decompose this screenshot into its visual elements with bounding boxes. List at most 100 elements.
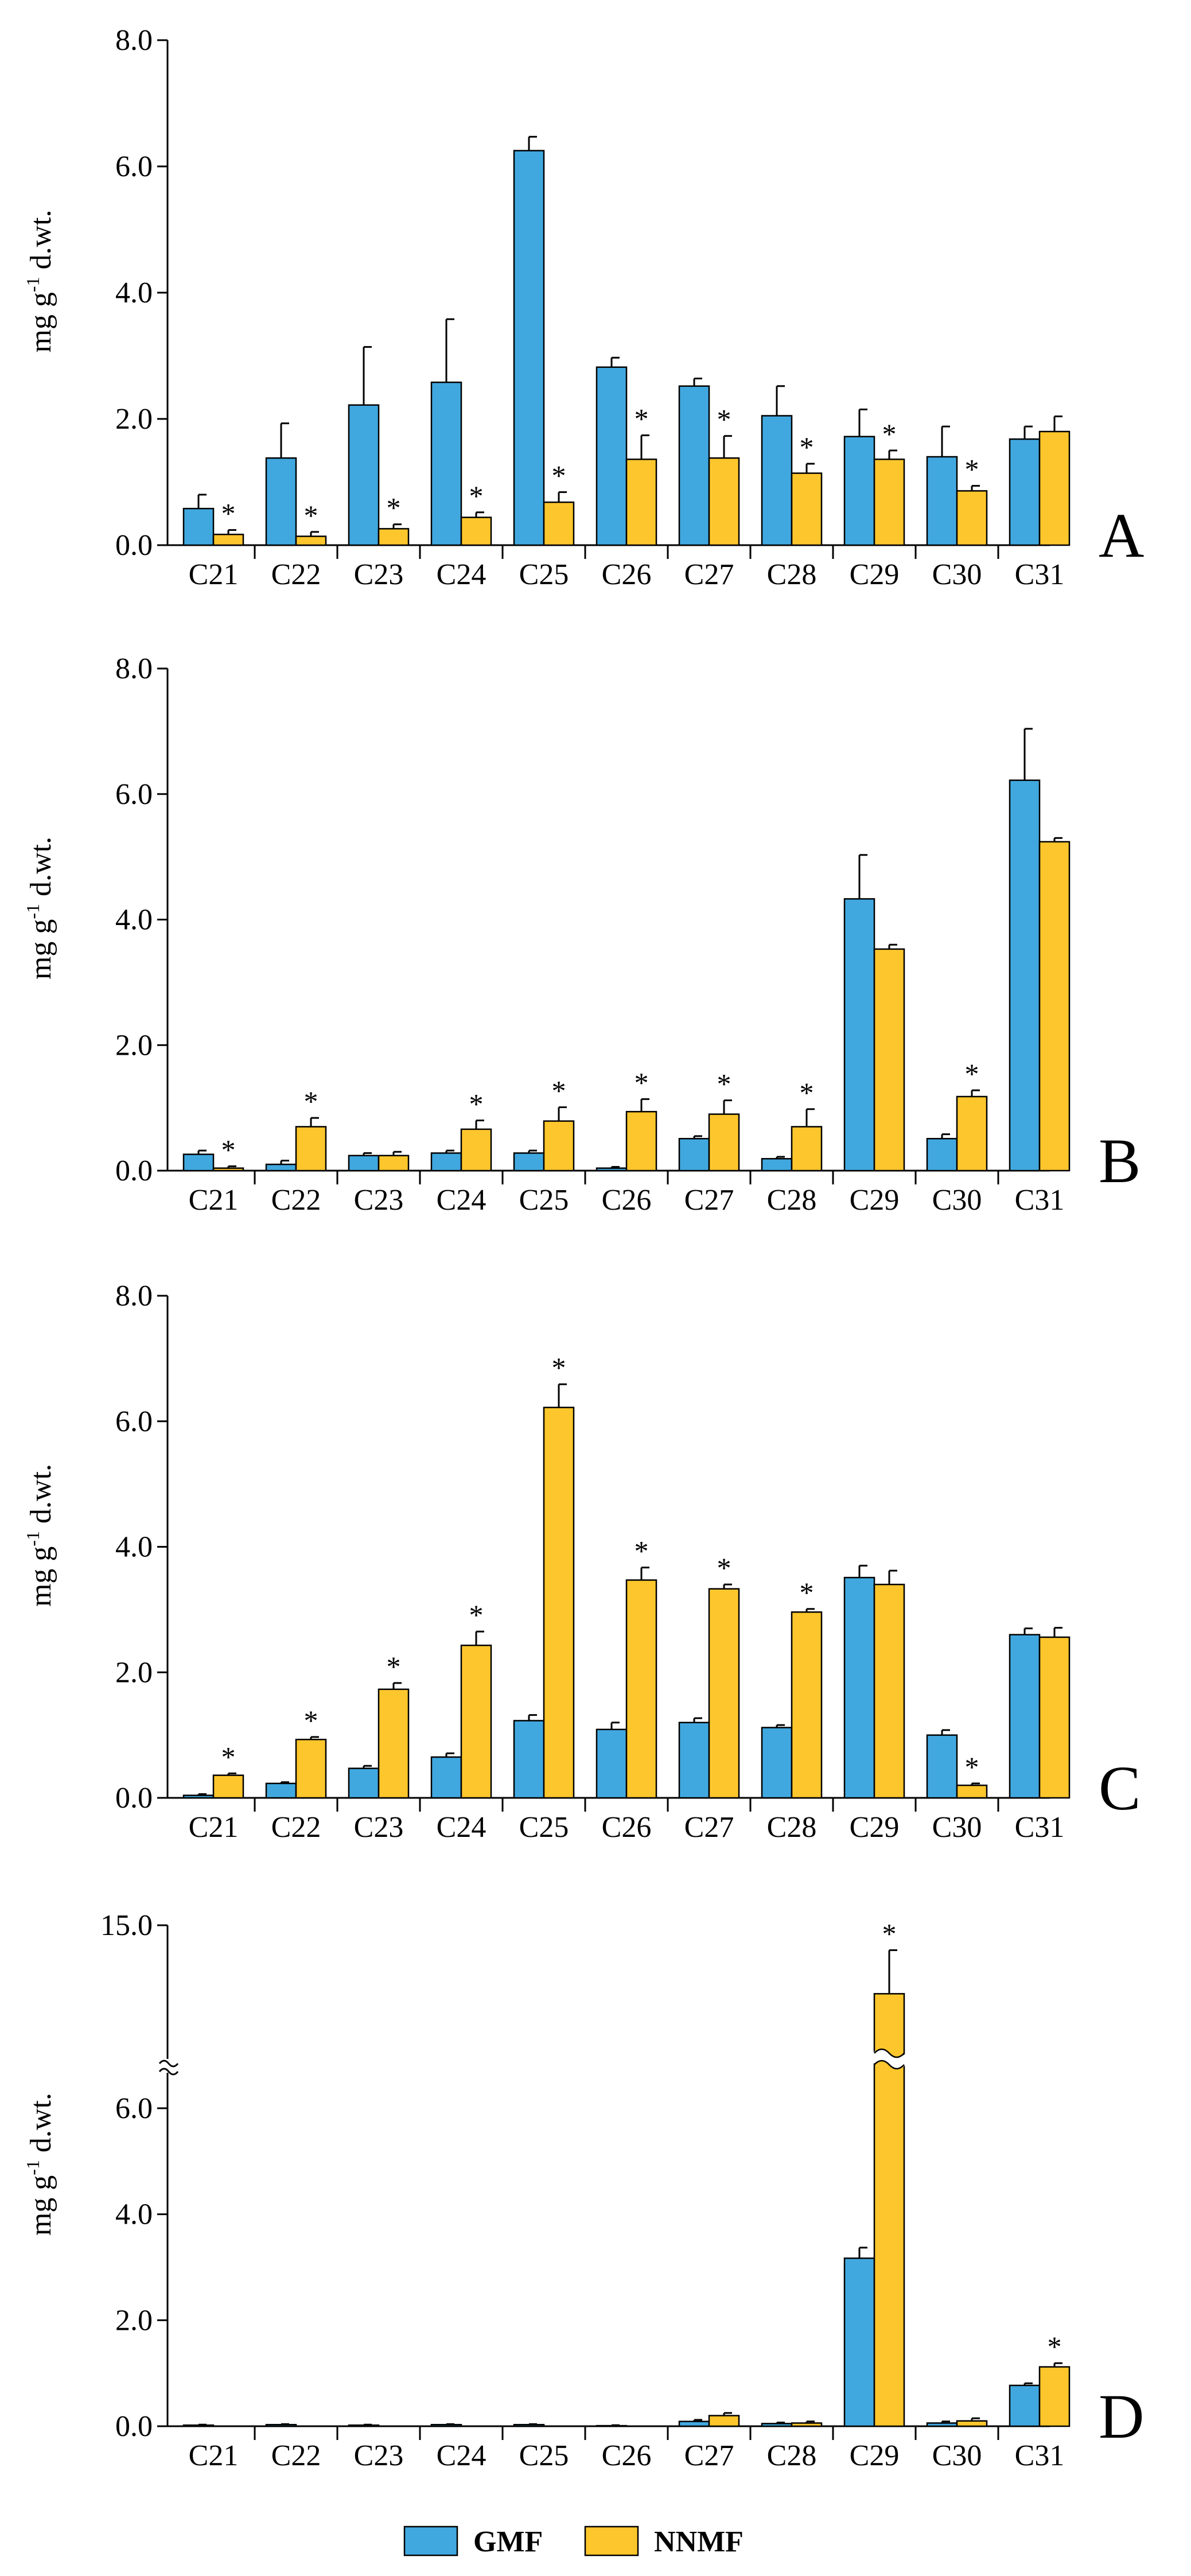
bar-nnmf xyxy=(1038,2366,1071,2427)
y-tick-label: 6.0 xyxy=(115,2092,153,2125)
y-tick-label: 2.0 xyxy=(115,1656,153,1689)
panel-d: 0.0 2.0 4.0 6.0 15.0 mg g-1 d.wt. C21 C22 C23 C24… xyxy=(22,1909,1144,2472)
bar-nnmf xyxy=(708,1113,740,1172)
bar-nnmf xyxy=(212,534,244,546)
bar-nnmf xyxy=(377,528,410,546)
y-axis-title-part: mg g xyxy=(25,292,57,352)
bar-nnmf xyxy=(212,1774,244,1799)
x-tick-label: C27 xyxy=(684,1184,734,1217)
bar-nnmf xyxy=(956,2420,988,2427)
y-axis-title-part: -1 xyxy=(22,904,43,919)
y-tick-label: 8.0 xyxy=(115,1280,153,1312)
y-axis-title-part: d.wt. xyxy=(25,2093,57,2160)
y-tick-label: 15.0 xyxy=(100,1909,153,1942)
significance-marker: * xyxy=(387,1650,401,1683)
significance-marker: * xyxy=(882,418,897,450)
panel-b: 0.0 2.0 4.0 6.0 8.0 mg g-1 d.wt. C21 * C22 * C23 C2… xyxy=(22,652,1141,1217)
bar-gmf xyxy=(761,1157,793,1172)
bar-gmf xyxy=(1009,2384,1041,2427)
bar-gmf xyxy=(843,898,875,1172)
panel-label: C xyxy=(1099,1753,1141,1823)
bar-gmf xyxy=(348,1767,380,1799)
bar-gmf xyxy=(1009,438,1041,546)
bar-gmf xyxy=(430,381,462,546)
y-tick-label: 6.0 xyxy=(115,778,153,811)
bar-gmf xyxy=(430,1756,462,1799)
significance-marker: * xyxy=(387,492,401,524)
x-tick-label: C25 xyxy=(519,1184,569,1217)
bar-nnmf xyxy=(791,1611,823,1799)
x-tick-label: C30 xyxy=(932,1184,982,1217)
bar-gmf xyxy=(678,1722,710,1799)
x-tick-label: C26 xyxy=(602,558,652,591)
y-axis-title: mg g-1 d.wt. xyxy=(22,1464,57,1607)
bar-nnmf xyxy=(708,1588,740,1799)
x-tick-label: C31 xyxy=(1015,2439,1065,2472)
y-axis-title-part: d.wt. xyxy=(25,1464,57,1531)
x-tick-label: C29 xyxy=(850,1811,900,1844)
x-tick-label: C27 xyxy=(684,1811,734,1844)
bar-gmf xyxy=(926,2422,958,2427)
significance-marker: * xyxy=(221,1740,236,1773)
bar-gmf xyxy=(1009,1634,1041,1799)
x-tick-label: C22 xyxy=(271,2439,321,2472)
bar-nnmf xyxy=(873,459,905,546)
bar-nnmf xyxy=(377,1155,410,1172)
significance-marker: * xyxy=(717,1068,731,1100)
x-tick-label: C21 xyxy=(189,1811,239,1844)
y-tick-label: 2.0 xyxy=(115,403,153,436)
bar-nnmf xyxy=(791,2422,823,2427)
x-tick-label: C29 xyxy=(850,1184,900,1217)
significance-marker: * xyxy=(221,1133,236,1165)
legend-swatch-nnmf xyxy=(584,2526,639,2556)
x-tick-label: C25 xyxy=(519,558,569,591)
x-tick-label: C28 xyxy=(767,1184,817,1217)
bar-nnmf xyxy=(460,1644,492,1799)
legend: GMF NNMF xyxy=(403,2526,744,2558)
bar-gmf xyxy=(265,1782,297,1799)
bar-nnmf xyxy=(543,1120,575,1172)
bar-nnmf xyxy=(295,535,327,546)
y-tick-label: 4.0 xyxy=(115,1531,153,1564)
bar-gmf xyxy=(265,457,297,546)
y-tick-label: 4.0 xyxy=(115,2198,153,2231)
x-tick-label: C23 xyxy=(354,2439,404,2472)
bar-gmf xyxy=(430,1152,462,1172)
significance-marker: * xyxy=(635,1535,649,1567)
bar-gmf xyxy=(596,366,628,546)
significance-marker: * xyxy=(882,1917,897,1949)
significance-marker: * xyxy=(304,499,318,531)
significance-marker: * xyxy=(717,403,731,436)
bar-gmf xyxy=(513,1720,545,1799)
bar-nnmf xyxy=(708,457,740,546)
y-tick-label: 0.0 xyxy=(115,1782,153,1815)
x-tick-label: C27 xyxy=(684,558,734,591)
bar-gmf xyxy=(761,1727,793,1799)
significance-marker: * xyxy=(304,1085,318,1117)
x-tick-label: C24 xyxy=(437,1811,486,1844)
y-tick-label: 2.0 xyxy=(115,1029,153,1062)
x-tick-label: C26 xyxy=(602,1184,652,1217)
panel-a: 0.0 2.0 4.0 6.0 8.0 mg g-1 d.wt. C21 * C22 * C23 * C… xyxy=(22,24,1144,591)
legend-swatch-gmf xyxy=(403,2526,458,2556)
bar-nnmf xyxy=(543,501,575,546)
y-axis-title-part: mg g xyxy=(25,2175,57,2236)
significance-marker: * xyxy=(552,1075,566,1107)
x-tick-label: C27 xyxy=(684,2439,734,2472)
x-tick-label: C30 xyxy=(932,1811,982,1844)
axis-break-mark xyxy=(158,2060,179,2076)
y-axis-title-part: -1 xyxy=(22,1531,43,1547)
x-tick-label: C30 xyxy=(932,2439,982,2472)
bar-nnmf xyxy=(625,459,657,546)
significance-marker: * xyxy=(552,1351,566,1384)
x-tick-label: C21 xyxy=(189,1184,239,1217)
bar-gmf xyxy=(678,385,710,546)
x-tick-label: C21 xyxy=(189,558,239,591)
y-tick-label: 6.0 xyxy=(115,1405,153,1438)
x-tick-label: C23 xyxy=(354,558,404,591)
bar-break-gap xyxy=(873,2049,906,2069)
y-tick-label: 0.0 xyxy=(115,1155,153,1187)
y-axis-title-part: mg g xyxy=(25,919,57,980)
significance-marker: * xyxy=(469,1088,484,1120)
